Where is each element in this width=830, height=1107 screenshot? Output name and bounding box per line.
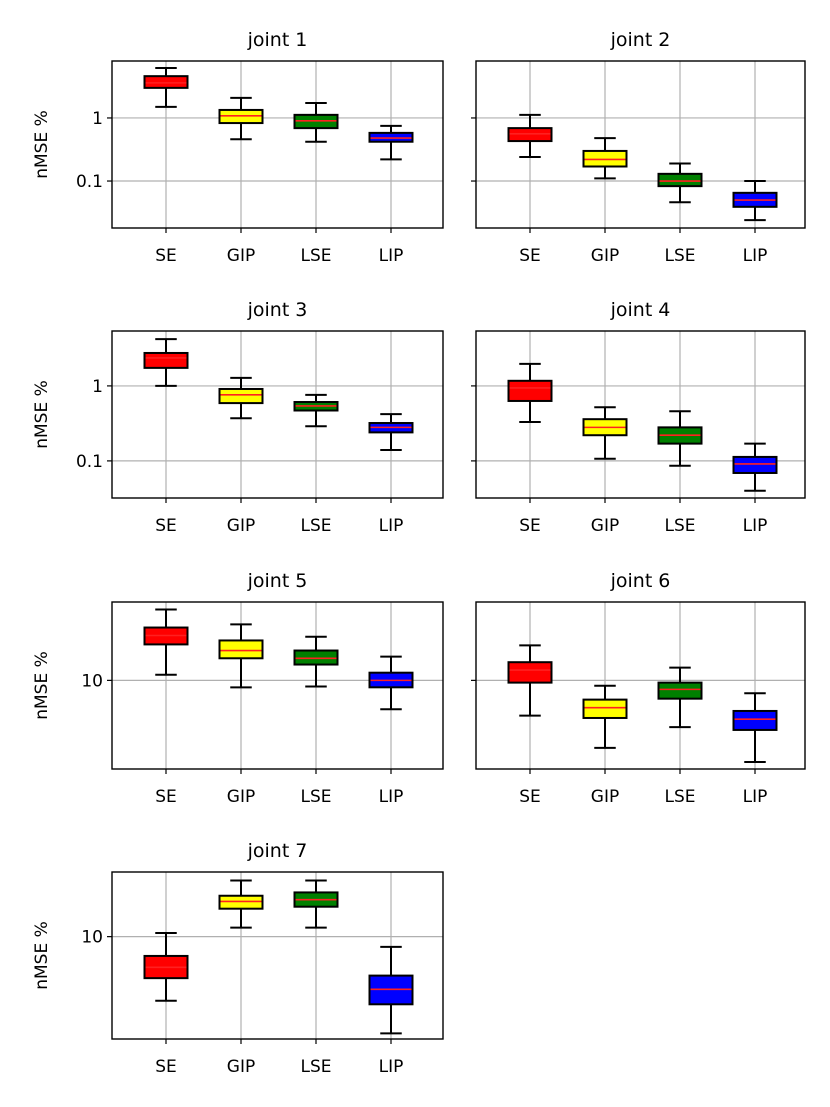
box-GIP [218, 623, 264, 689]
box-LIP [732, 180, 778, 222]
box-SE [507, 644, 553, 717]
axes-frame [475, 601, 806, 770]
subplot-6: SE GIP LSE LIP joint 6 [471, 570, 806, 807]
subplot-2: SE GIP LSE LIP joint 2 [471, 29, 806, 266]
subplot-5: 10 SE GIP LSE LIP joint 5 nMSE % [32, 570, 444, 807]
box-SE [507, 113, 553, 159]
x-tick-label: SE [155, 787, 177, 807]
box-GIP [218, 376, 264, 420]
y-tick-label: 10 [81, 928, 103, 948]
box-body [657, 681, 703, 700]
box-body [143, 351, 189, 369]
y-axis-label: nMSE % [32, 921, 52, 990]
y-tick-label: 0.1 [76, 452, 103, 472]
subplot-title: joint 7 [247, 840, 308, 862]
x-tick-label: SE [155, 516, 177, 536]
box-LSE [293, 393, 339, 428]
axes-frame [475, 330, 806, 499]
x-tick-label: LIP [743, 516, 768, 536]
subplot-title: joint 1 [247, 29, 308, 51]
x-tick-label: LIP [379, 787, 404, 807]
subplot-title: joint 2 [610, 29, 671, 51]
box-SE [143, 338, 189, 387]
y-axis-label: nMSE % [32, 651, 52, 720]
x-tick-label: LSE [300, 516, 331, 536]
x-tick-label: GIP [591, 787, 619, 807]
box-body [732, 709, 778, 731]
x-tick-label: LIP [379, 516, 404, 536]
box-SE [507, 362, 553, 424]
box-body [143, 75, 189, 89]
axes-frame [475, 60, 806, 229]
box-LSE [293, 879, 339, 929]
box-LSE [657, 410, 703, 467]
x-tick-label: GIP [591, 516, 619, 536]
x-tick-label: LIP [379, 246, 404, 266]
box-body [657, 172, 703, 188]
y-tick-label: 1 [92, 109, 103, 129]
x-tick-label: LSE [300, 1057, 331, 1077]
box-LSE [293, 635, 339, 688]
box-GIP [218, 96, 264, 141]
axes-frame [111, 330, 444, 499]
axes-frame [111, 601, 444, 770]
y-axis-label: nMSE % [32, 110, 52, 179]
box-LIP [368, 945, 414, 1035]
axes-frame [111, 871, 444, 1040]
x-tick-label: LIP [743, 787, 768, 807]
box-LIP [732, 692, 778, 763]
box-SE [143, 66, 189, 108]
subplot-3: 0.1 1 SE GIP LSE LIP joint 3 nMSE % [32, 299, 444, 536]
x-tick-label: GIP [227, 516, 255, 536]
box-LIP [368, 413, 414, 451]
box-body [218, 387, 264, 405]
box-LSE [657, 162, 703, 204]
box-GIP [582, 137, 628, 180]
x-tick-label: LSE [300, 246, 331, 266]
x-tick-label: GIP [227, 1057, 255, 1077]
x-tick-label: GIP [227, 246, 255, 266]
subplot-7: 10 SE GIP LSE LIP joint 7 nMSE % [32, 840, 444, 1077]
box-body [218, 639, 264, 660]
x-tick-label: SE [155, 246, 177, 266]
box-GIP [582, 684, 628, 749]
box-GIP [218, 879, 264, 929]
x-tick-label: SE [519, 787, 541, 807]
y-tick-label: 1 [92, 377, 103, 397]
subplot-title: joint 3 [247, 299, 308, 321]
y-tick-label: 10 [81, 671, 103, 691]
box-body [732, 455, 778, 474]
x-tick-label: LSE [664, 516, 695, 536]
y-axis-label: nMSE % [32, 380, 52, 449]
x-tick-label: LSE [664, 787, 695, 807]
subplot-1: 0.1 1 SE GIP LSE LIP joint 1 nMSE % [32, 29, 444, 266]
x-tick-label: LIP [379, 1057, 404, 1077]
x-tick-label: SE [519, 516, 541, 536]
axes-frame [111, 60, 444, 229]
x-tick-label: GIP [591, 246, 619, 266]
subplot-title: joint 5 [247, 570, 308, 592]
x-tick-label: LIP [743, 246, 768, 266]
x-tick-label: LSE [664, 246, 695, 266]
x-tick-label: GIP [227, 787, 255, 807]
box-LIP [732, 442, 778, 492]
box-body [507, 379, 553, 402]
box-LIP [368, 655, 414, 711]
x-tick-label: SE [519, 246, 541, 266]
box-GIP [582, 406, 628, 460]
box-LSE [293, 101, 339, 143]
box-body [582, 698, 628, 719]
box-SE [143, 932, 189, 1002]
subplot-4: SE GIP LSE LIP joint 4 [471, 299, 806, 536]
box-body [507, 661, 553, 684]
box-LIP [368, 124, 414, 161]
box-SE [143, 608, 189, 676]
subplot-title: joint 6 [610, 570, 671, 592]
subplot-title: joint 4 [610, 299, 671, 321]
x-tick-label: LSE [300, 787, 331, 807]
x-tick-label: SE [155, 1057, 177, 1077]
y-tick-label: 0.1 [76, 172, 103, 192]
box-LSE [657, 666, 703, 729]
